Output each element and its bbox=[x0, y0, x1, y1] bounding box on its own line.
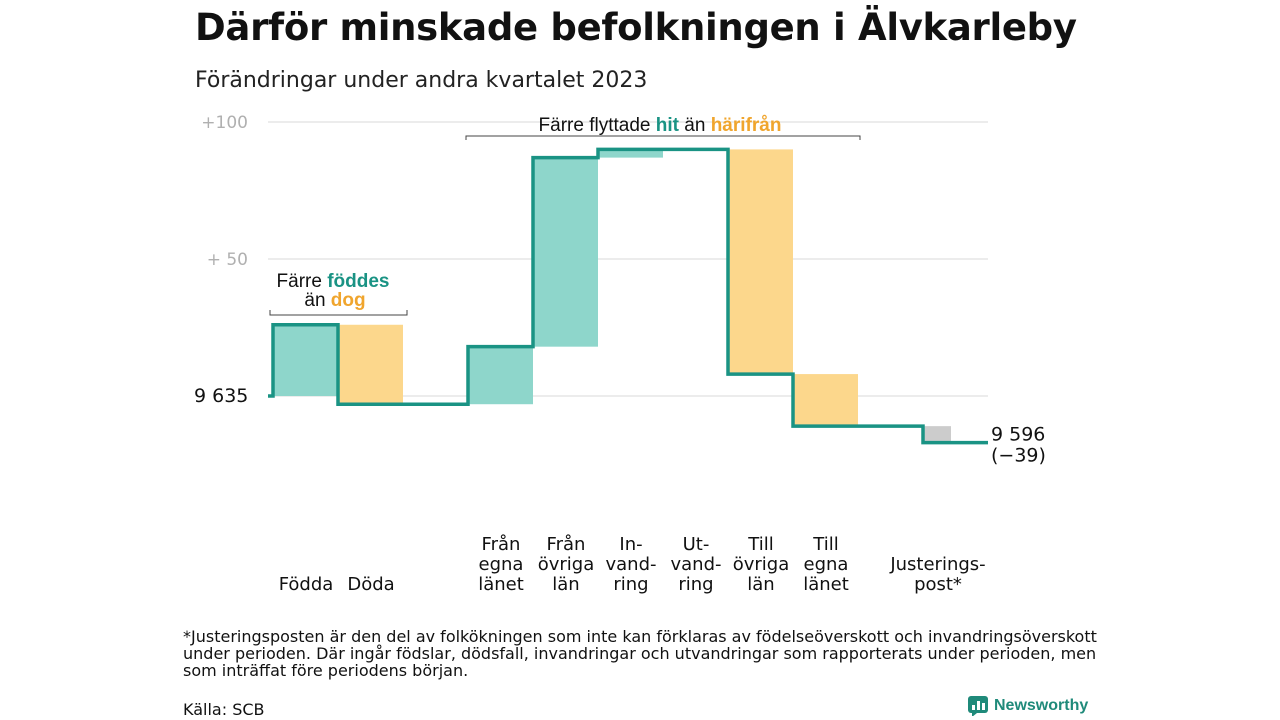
bar-1 bbox=[273, 324, 338, 396]
annotation-migration: Färre flyttade hit än härifrån bbox=[539, 115, 782, 136]
category-label: Från bbox=[547, 534, 586, 555]
bar-5 bbox=[598, 149, 663, 158]
category-label: övriga bbox=[538, 554, 595, 575]
category-label: vand- bbox=[670, 554, 721, 575]
category-label: Från bbox=[482, 534, 521, 555]
category-label: Till bbox=[747, 534, 773, 555]
newsworthy-logo-icon bbox=[968, 696, 988, 716]
chart-subtitle: Förändringar under andra kvartalet 2023 bbox=[195, 68, 648, 93]
annotation-bracket bbox=[465, 135, 861, 140]
cumulative-step-line bbox=[268, 147, 988, 445]
category-label: post* bbox=[914, 574, 962, 595]
footnote: *Justeringsposten är den del av folkökni… bbox=[183, 627, 1097, 680]
bar-8 bbox=[793, 374, 858, 427]
start-value-label: 9 635 bbox=[194, 385, 248, 407]
category-label: Justerings- bbox=[889, 554, 985, 575]
bar-2 bbox=[338, 324, 403, 405]
category-label: Till bbox=[812, 534, 838, 555]
bar-4 bbox=[533, 157, 598, 347]
category-label: vand- bbox=[605, 554, 656, 575]
end-value-label: 9 596 bbox=[991, 424, 1045, 446]
y-tick-label: +100 bbox=[201, 113, 248, 133]
annotation-births-deaths-line2: än dog bbox=[304, 290, 365, 311]
category-label: övriga bbox=[733, 554, 790, 575]
chart-title: Därför minskade befolkningen i Älvkarleb… bbox=[195, 6, 1077, 49]
category-label: Ut- bbox=[683, 534, 710, 555]
category-label: egna bbox=[479, 554, 524, 575]
category-label: län bbox=[552, 574, 579, 595]
annotation-bracket bbox=[269, 310, 408, 316]
brand-name: Newsworthy bbox=[994, 697, 1089, 714]
category-label: Döda bbox=[347, 574, 394, 595]
category-label: län bbox=[747, 574, 774, 595]
bar-9 bbox=[923, 426, 951, 443]
bar-3 bbox=[468, 346, 533, 405]
category-label: ring bbox=[613, 574, 648, 595]
category-label: länet bbox=[478, 574, 524, 595]
category-label: In- bbox=[619, 534, 642, 555]
category-label: egna bbox=[804, 554, 849, 575]
y-tick-label: + 50 bbox=[207, 250, 248, 270]
bar-7 bbox=[728, 149, 793, 375]
category-label: ring bbox=[678, 574, 713, 595]
source-note: Källa: SCB bbox=[183, 700, 265, 719]
annotation-births-deaths: Färre föddes bbox=[277, 271, 390, 292]
end-change-label: (−39) bbox=[991, 445, 1046, 467]
category-label: Födda bbox=[279, 574, 334, 595]
category-label: länet bbox=[803, 574, 849, 595]
brand-logo: Newsworthy bbox=[968, 696, 1088, 716]
